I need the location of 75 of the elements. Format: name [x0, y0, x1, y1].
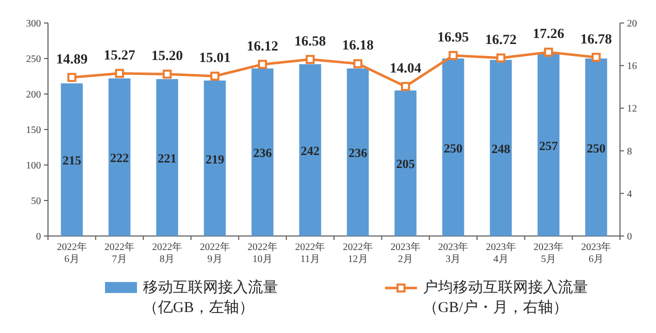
bar [204, 80, 226, 236]
point [401, 82, 410, 91]
y-tick-label: 0 [36, 232, 41, 242]
data-label: 215 [62, 154, 82, 168]
x-tick-label: 2023年 2月 [390, 241, 420, 265]
data-label: 248 [491, 142, 510, 156]
x-tick-label: 2022年 11月 [295, 241, 326, 265]
bar [60, 83, 83, 236]
data-label: 242 [300, 144, 320, 158]
y-tick-label: 100 [26, 160, 41, 172]
legend-label: 户均移动互联网接入流量（GB/户・月，右轴） [423, 279, 588, 316]
data-label: 16.95 [437, 30, 469, 46]
data-label: 221 [158, 152, 177, 166]
bar [490, 60, 512, 236]
point [353, 59, 362, 68]
bar [538, 54, 560, 236]
point [67, 72, 76, 82]
point [544, 48, 553, 57]
x-tick-label: 2022年 7月 [104, 241, 134, 265]
data-label: 14.89 [56, 52, 88, 68]
y2-tick-label: 0 [627, 232, 632, 242]
data-label: 16.78 [580, 32, 612, 48]
x-tick-label: 2022年 12月 [342, 241, 373, 265]
y2-tick-label: 16 [627, 61, 637, 72]
data-label: 236 [253, 146, 272, 160]
bar [156, 79, 178, 236]
data-label: 16.58 [294, 34, 326, 50]
data-label: 15.01 [199, 51, 231, 66]
bar [585, 58, 608, 236]
point [162, 70, 172, 79]
bar [252, 68, 274, 236]
y2-tick-label: 20 [627, 18, 637, 30]
x-tick-label: 2023年 3月 [438, 241, 468, 265]
bar [442, 58, 464, 236]
x-tick-label: 2023年 4月 [486, 241, 516, 265]
bar [299, 64, 322, 236]
data-label: 17.26 [532, 27, 564, 42]
data-label: 14.04 [390, 61, 422, 76]
y-tick-label: 50 [31, 196, 41, 207]
data-label: 222 [110, 151, 129, 166]
y2-tick-label: 12 [627, 104, 637, 115]
x-tick-label: 2022年 8月 [152, 241, 182, 265]
bar [394, 90, 416, 236]
point [210, 72, 220, 81]
data-label: 236 [348, 146, 368, 160]
x-tick-label: 2022年 9月 [200, 241, 230, 265]
data-label: 250 [586, 141, 606, 156]
y-tick-label: 300 [26, 18, 41, 30]
data-label: 15.27 [104, 48, 136, 64]
point [496, 53, 506, 62]
data-label: 219 [205, 152, 224, 166]
y-tick-label: 200 [26, 90, 41, 100]
point [592, 52, 601, 62]
y-tick-label: 250 [26, 54, 41, 65]
point [258, 60, 267, 69]
data-label: 16.12 [246, 39, 278, 54]
bar [108, 78, 130, 236]
x-tick-label: 2023年 6月 [581, 241, 612, 265]
x-tick-label: 2023年 5月 [534, 241, 564, 265]
legend-label: 移动互联网接入流量（亿GB，左轴） [143, 279, 278, 316]
bar [346, 68, 369, 236]
data-label: 250 [444, 141, 463, 156]
data-label: 16.72 [485, 32, 517, 48]
x-tick-label: 2022年 10月 [248, 241, 278, 265]
x-tick-label: 2022年 6月 [56, 241, 87, 265]
point [448, 50, 458, 60]
point [306, 54, 315, 64]
data-label: 257 [539, 138, 558, 153]
data-label: 15.20 [151, 49, 183, 64]
y-tick-label: 150 [26, 125, 41, 136]
data-label: 205 [396, 157, 415, 172]
y2-tick-label: 8 [627, 146, 632, 158]
point [115, 68, 124, 78]
y2-tick-label: 4 [627, 188, 632, 200]
data-label: 16.18 [342, 38, 374, 54]
